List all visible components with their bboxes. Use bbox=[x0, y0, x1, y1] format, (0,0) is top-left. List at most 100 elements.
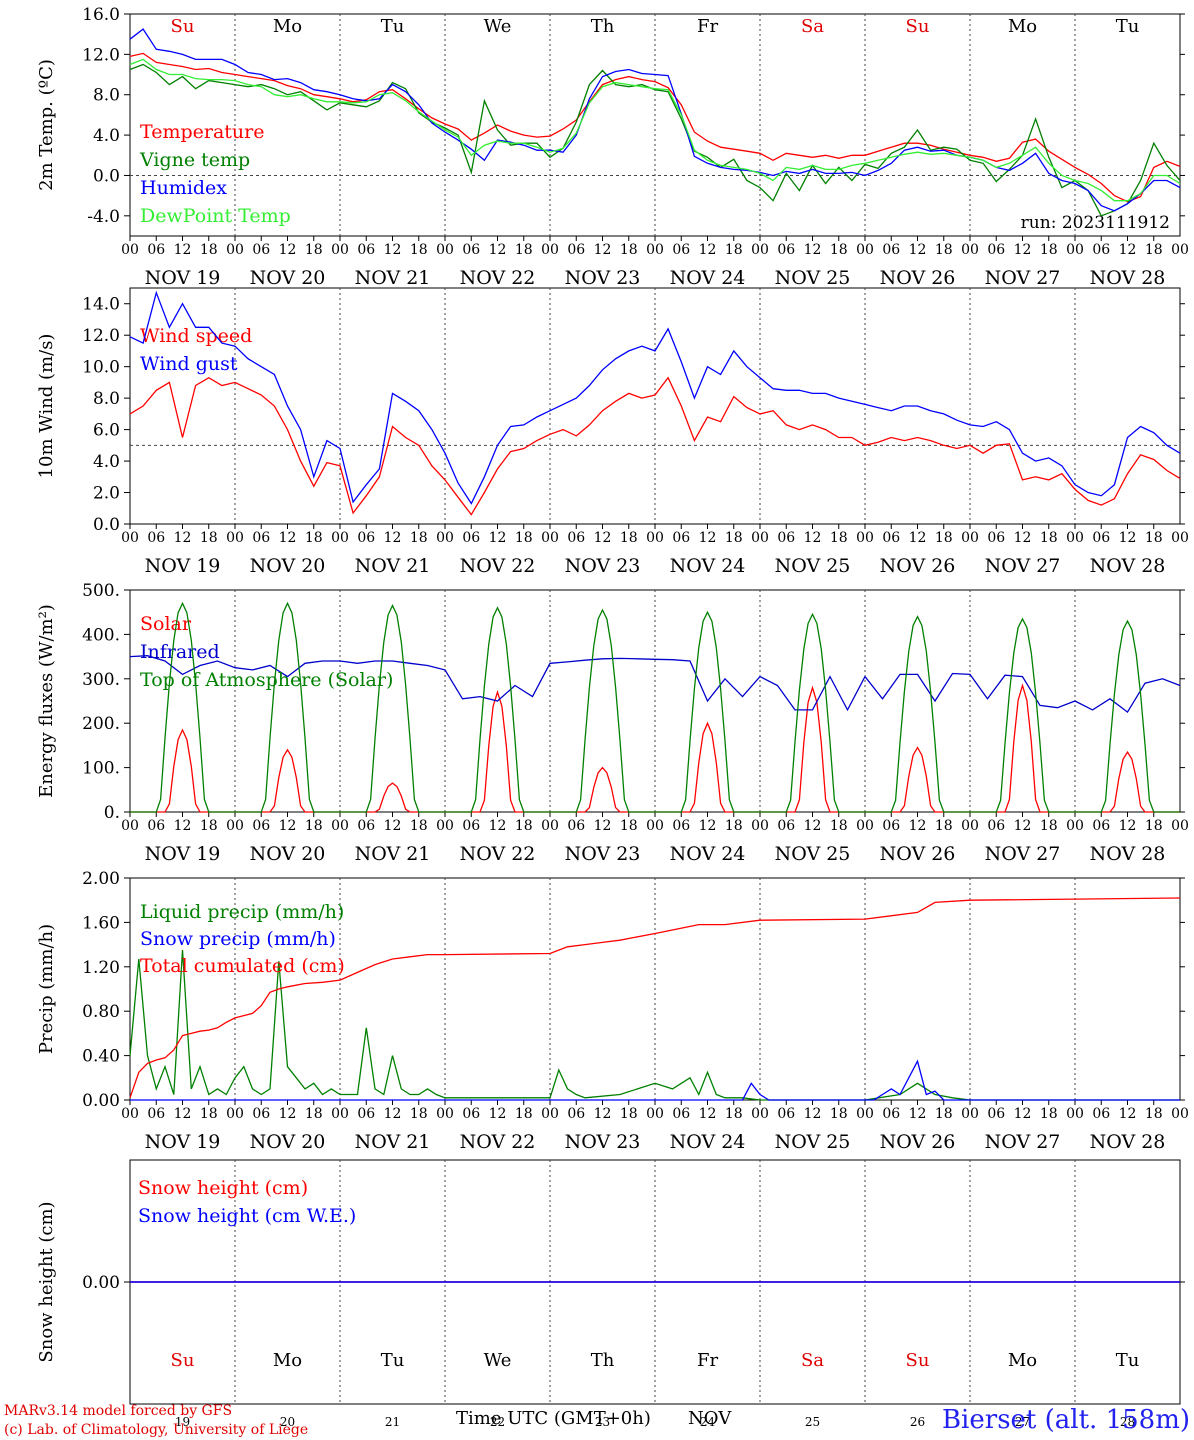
hour-tick-label: 00 bbox=[226, 1106, 244, 1122]
hour-tick-label: 00 bbox=[856, 1106, 874, 1122]
hour-tick-label: 00 bbox=[646, 242, 664, 258]
hour-tick-label: 18 bbox=[1040, 530, 1058, 546]
weekday-label: Th bbox=[591, 1350, 615, 1371]
hour-tick-label: 06 bbox=[357, 818, 375, 834]
hour-tick-label: 00 bbox=[646, 818, 664, 834]
hour-tick-label: 18 bbox=[935, 818, 953, 834]
hour-tick-label: 18 bbox=[620, 242, 638, 258]
hour-tick-label: 18 bbox=[725, 1106, 743, 1122]
date-number-label: 20 bbox=[280, 1415, 295, 1429]
series-line-wind-speed bbox=[129, 376, 1181, 516]
date-label: NOV 23 bbox=[565, 843, 641, 865]
x-axis-label: Time UTC (GMT+0h) bbox=[456, 1408, 651, 1429]
hour-tick-label: 06 bbox=[882, 1106, 900, 1122]
series-line-total-cumulated-cm- bbox=[129, 897, 1181, 1099]
y-tick-label: 6.0 bbox=[93, 421, 120, 441]
y-tick-label: 4.0 bbox=[93, 126, 120, 146]
hour-tick-label: 12 bbox=[909, 818, 927, 834]
hour-tick-label: 18 bbox=[620, 530, 638, 546]
hour-tick-label: 06 bbox=[567, 242, 585, 258]
date-label: NOV 24 bbox=[670, 843, 746, 865]
hour-tick-label: 00 bbox=[121, 1106, 139, 1122]
weekday-label: Su bbox=[906, 16, 930, 37]
hour-tick-label: 12 bbox=[909, 242, 927, 258]
hour-tick-label: 06 bbox=[462, 530, 480, 546]
weekday-label: Mo bbox=[1008, 1350, 1037, 1371]
date-label: NOV 28 bbox=[1090, 267, 1166, 289]
run-label: run: 2023111912 bbox=[1021, 213, 1170, 233]
hour-tick-label: 06 bbox=[777, 530, 795, 546]
hour-tick-label: 12 bbox=[804, 1106, 822, 1122]
hour-tick-label: 06 bbox=[252, 818, 270, 834]
hour-tick-label: 06 bbox=[147, 1106, 165, 1122]
hour-tick-label: 00 bbox=[541, 242, 559, 258]
hour-tick-label: 18 bbox=[935, 1106, 953, 1122]
hour-tick-label: 18 bbox=[1145, 818, 1163, 834]
hour-tick-label: 06 bbox=[1092, 242, 1110, 258]
hour-tick-label: 12 bbox=[804, 818, 822, 834]
hour-tick-label: 00 bbox=[541, 530, 559, 546]
series-line-wind-gust bbox=[129, 290, 1181, 505]
y-tick-label: 1.20 bbox=[82, 958, 120, 978]
legend-entry: Liquid precip (mm/h) bbox=[140, 901, 344, 923]
date-label: NOV 26 bbox=[880, 843, 956, 865]
hour-tick-label: 12 bbox=[909, 530, 927, 546]
hour-tick-label: 12 bbox=[594, 530, 612, 546]
hour-tick-label: 00 bbox=[226, 818, 244, 834]
hour-tick-label: 06 bbox=[987, 242, 1005, 258]
y-tick-label: 8.0 bbox=[93, 389, 120, 409]
weekday-label: Su bbox=[906, 1350, 930, 1371]
hour-tick-label: 00 bbox=[436, 818, 454, 834]
hour-tick-label: 12 bbox=[174, 242, 192, 258]
hour-tick-label: 12 bbox=[909, 1106, 927, 1122]
y-axis-label: 10m Wind (m/s) bbox=[36, 334, 57, 479]
date-label: NOV 26 bbox=[880, 267, 956, 289]
legend-entry: Solar bbox=[140, 613, 192, 635]
date-number-label: 25 bbox=[805, 1415, 820, 1429]
hour-tick-label: 12 bbox=[1014, 818, 1032, 834]
hour-tick-label: 18 bbox=[830, 818, 848, 834]
weekday-label: Mo bbox=[1008, 16, 1037, 37]
hour-tick-label: 12 bbox=[1014, 1106, 1032, 1122]
y-tick-label: 500. bbox=[82, 581, 120, 601]
legend-entry: Snow height (cm) bbox=[138, 1177, 308, 1199]
hour-tick-label: 18 bbox=[410, 818, 428, 834]
date-label: NOV 20 bbox=[250, 555, 326, 577]
y-tick-label: 14.0 bbox=[82, 295, 120, 315]
hour-tick-label: 00 bbox=[856, 530, 874, 546]
legend-entry: Snow height (cm W.E.) bbox=[138, 1205, 356, 1227]
y-axis-label: Energy fluxes (W/m²) bbox=[36, 604, 57, 798]
panel-wind: 14.0 12.0 10.0 8.0 6.0 4.0 2.0 0.0 10m Wind (m/s… bbox=[36, 287, 1189, 577]
weekday-label: Fr bbox=[697, 16, 718, 37]
hour-tick-label: 18 bbox=[1145, 1106, 1163, 1122]
hour-tick-label: 00 bbox=[961, 818, 979, 834]
weekday-label: Sa bbox=[801, 1350, 824, 1371]
series-line-top-of-atmosphere-solar- bbox=[130, 601, 1180, 813]
hour-tick-label: 00 bbox=[646, 1106, 664, 1122]
hour-tick-label: 18 bbox=[725, 818, 743, 834]
y-tick-label: 8.0 bbox=[93, 86, 120, 106]
date-number-label: 23 bbox=[595, 1415, 610, 1429]
date-label: NOV 20 bbox=[250, 267, 326, 289]
date-label: NOV 19 bbox=[145, 267, 221, 289]
hour-tick-label: 00 bbox=[121, 530, 139, 546]
y-tick-label: 300. bbox=[82, 670, 120, 690]
hour-tick-label: 12 bbox=[699, 818, 717, 834]
hour-tick-label: 12 bbox=[1119, 1106, 1137, 1122]
date-label: NOV 23 bbox=[565, 1131, 641, 1153]
date-label: NOV 22 bbox=[460, 1131, 536, 1153]
y-tick-label: 0.80 bbox=[82, 1002, 120, 1022]
hour-tick-label: 06 bbox=[672, 530, 690, 546]
hour-tick-label: 18 bbox=[1040, 242, 1058, 258]
hour-tick-label: 12 bbox=[279, 1106, 297, 1122]
date-label: NOV 22 bbox=[460, 555, 536, 577]
series-line-solar bbox=[130, 683, 1180, 813]
hour-tick-label: 18 bbox=[1145, 530, 1163, 546]
weekday-label: Tu bbox=[1116, 16, 1140, 37]
hour-tick-label: 00 bbox=[1171, 818, 1189, 834]
hour-tick-label: 00 bbox=[856, 818, 874, 834]
hour-tick-label: 18 bbox=[305, 1106, 323, 1122]
legend-entry: Total cumulated (cm) bbox=[140, 955, 345, 977]
hour-tick-label: 06 bbox=[252, 242, 270, 258]
date-number-label: 19 bbox=[175, 1415, 190, 1429]
